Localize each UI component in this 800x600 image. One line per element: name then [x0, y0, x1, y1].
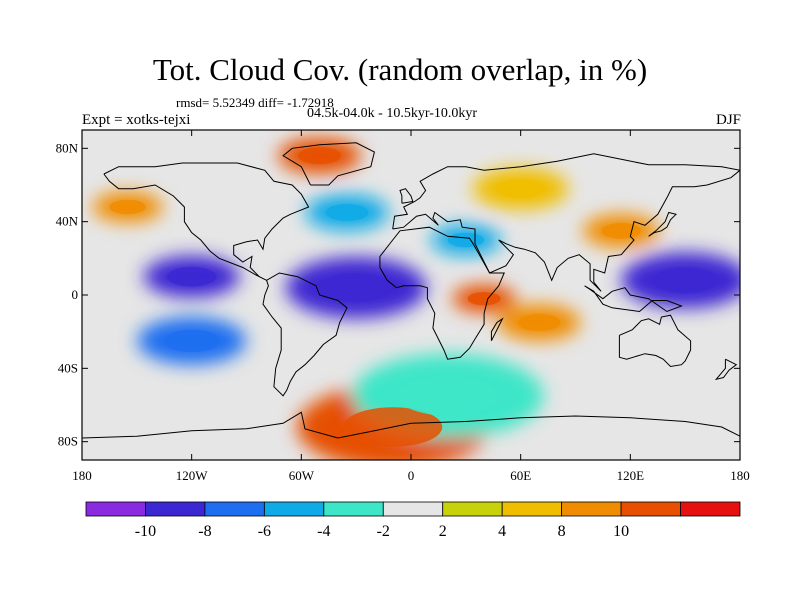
anomaly-core: [652, 267, 719, 294]
season-label: DJF: [715, 112, 741, 128]
x-tick-label: 180: [730, 468, 750, 483]
coast-madagascar: [490, 317, 504, 342]
anomaly-core: [163, 329, 220, 353]
colorbar-bin: [145, 501, 206, 517]
coast-indonesia: [584, 285, 683, 313]
anomaly-core: [319, 273, 393, 303]
colorbar-bin: [323, 501, 384, 517]
coast-africa: [379, 226, 505, 360]
colorbar-bin: [85, 501, 146, 517]
colorbar-bin: [204, 501, 265, 517]
anomaly-core: [467, 292, 501, 306]
colorbar-label: 4: [498, 523, 506, 540]
x-tick-label: 120E: [617, 468, 645, 483]
x-tick-label: 60W: [289, 468, 315, 483]
x-tick-label: 60E: [510, 468, 531, 483]
coast-australia: [618, 314, 692, 368]
colorbar-bin: [561, 501, 622, 517]
anomaly-core: [398, 376, 498, 416]
x-tick-label: 180: [72, 468, 92, 483]
coast-japan: [648, 211, 677, 237]
y-tick-label: 0: [72, 287, 79, 302]
y-tick-label: 40N: [56, 214, 79, 229]
anomaly-core: [166, 266, 217, 287]
colorbar-label: 8: [558, 523, 566, 540]
anomaly-core: [495, 178, 546, 199]
colorbar-label: -4: [317, 523, 330, 540]
colorbar-bin: [442, 501, 503, 517]
colorbar-label: 10: [613, 523, 629, 540]
experiment-label: Expt = xotks-tejxi: [82, 112, 191, 128]
y-tick-label: 80S: [58, 434, 78, 449]
y-tick-label: 40S: [58, 360, 78, 375]
coast-south-america: [262, 272, 348, 397]
anomaly-core: [109, 199, 146, 215]
x-tick-label: 120W: [176, 468, 209, 483]
coast-north-america: [103, 162, 310, 281]
period-label: 04.5k-04.0k - 10.5kyr-10.0kyr: [307, 106, 478, 121]
coast-greenland: [282, 142, 375, 186]
colorbar-bin: [263, 501, 325, 517]
colorbar-bin: [680, 501, 741, 517]
y-tick-label: 80N: [56, 140, 79, 155]
colorbar-label: -6: [258, 523, 271, 540]
coast-new-zealand: [714, 358, 738, 381]
coast-eurasia: [392, 153, 740, 292]
anomaly-core: [447, 232, 484, 248]
colorbar: -10 -8 -6 -4 -2 2 4 8 10: [85, 501, 741, 540]
anomaly-core: [298, 147, 342, 165]
anomaly-core: [325, 203, 369, 222]
colorbar-bin: [382, 501, 444, 517]
colorbar-bin: [620, 501, 681, 517]
coast-antarctica: [82, 411, 740, 439]
colorbar-label: 2: [439, 523, 447, 540]
stats-line: rmsd= 5.52349 diff= -1.72918: [176, 95, 334, 110]
coast-uk: [399, 188, 414, 204]
anomaly-core: [517, 313, 561, 332]
x-tick-label: 0: [408, 468, 415, 483]
colorbar-label: -10: [135, 523, 156, 540]
colorbar-label: -2: [377, 523, 390, 540]
axes: 180 120W 60W 0 60E 120E 180 80N 40N 0 40S 80S: [56, 130, 750, 483]
chart-title: Tot. Cloud Cov. (random overlap, in %): [152, 52, 648, 87]
colorbar-label: -8: [198, 523, 211, 540]
colorbar-bin: [501, 501, 563, 517]
coastlines: [82, 142, 740, 439]
anomaly-core: [601, 222, 641, 239]
